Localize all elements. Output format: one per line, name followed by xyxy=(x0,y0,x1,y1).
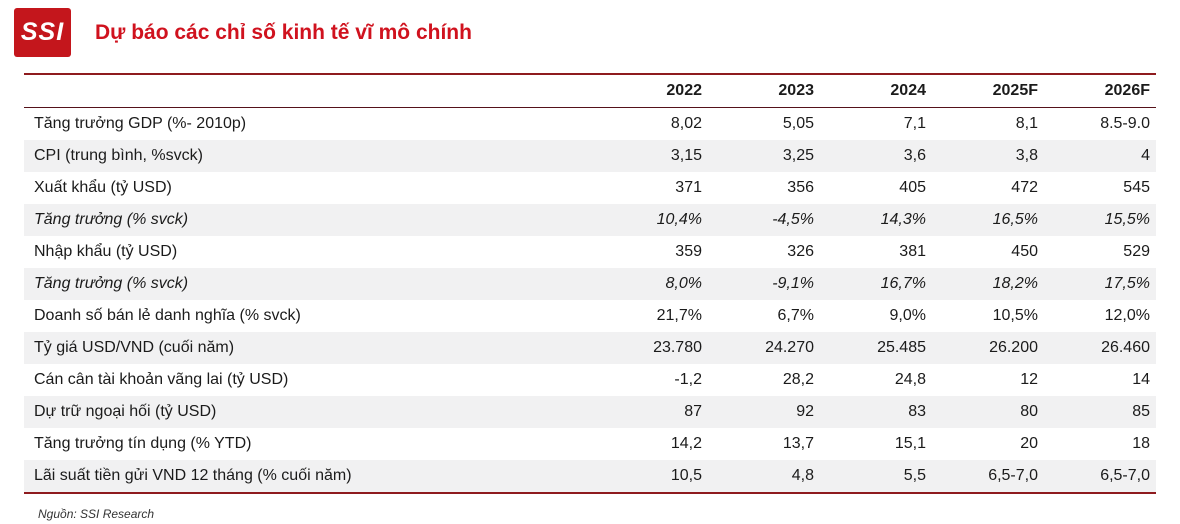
table-row: Nhập khẩu (tỷ USD) 359 326 381 450 529 xyxy=(24,236,1156,268)
cell-value: 3,6 xyxy=(903,147,926,164)
cell-value: 23.780 xyxy=(653,339,702,356)
cell-value: -4,5% xyxy=(772,211,814,228)
cell-value: 15,5% xyxy=(1104,211,1150,228)
macro-forecast-table: 2022 2023 2024 2025F 2026F Tăng trưởng GDP (… xyxy=(24,73,1156,494)
cell-value: 28,2 xyxy=(782,371,814,388)
row-label: Tăng trưởng GDP (%- 2010p) xyxy=(34,115,247,132)
cell-value: 24,8 xyxy=(894,371,926,388)
cell-value: 356 xyxy=(787,179,814,196)
table-row: Tăng trưởng (% svck) 8,0% -9,1% 16,7% 18,2% 1… xyxy=(24,268,1156,300)
year-column-header: 2023 xyxy=(778,82,814,99)
table-header-row: 2022 2023 2024 2025F 2026F xyxy=(24,74,1156,108)
cell-value: 472 xyxy=(1011,179,1038,196)
cell-value: 21,7% xyxy=(656,307,702,324)
cell-value: 12,0% xyxy=(1104,307,1150,324)
cell-value: 381 xyxy=(899,243,926,260)
cell-value: 3,8 xyxy=(1015,147,1038,164)
cell-value: 405 xyxy=(899,179,926,196)
row-label: Tăng trưởng tín dụng (% YTD) xyxy=(34,435,252,452)
cell-value: 5,5 xyxy=(903,467,926,484)
table-row: Cán cân tài khoản vãng lai (tỷ USD) -1,2 2… xyxy=(24,364,1156,396)
cell-value: 371 xyxy=(675,179,702,196)
cell-value: 26.200 xyxy=(989,339,1038,356)
row-label: Nhập khẩu (tỷ USD) xyxy=(34,243,178,260)
row-label: Tăng trưởng (% svck) xyxy=(34,275,189,292)
table-row: Dự trữ ngoại hối (tỷ USD) 87 92 83 80 85 xyxy=(24,396,1156,428)
table-row: Doanh số bán lẻ danh nghĩa (% svck) 21,7%… xyxy=(24,300,1156,332)
cell-value: 14 xyxy=(1132,371,1150,388)
cell-value: 6,5-7,0 xyxy=(1100,467,1150,484)
page-title: Dự báo các chỉ số kinh tế vĩ mô chính xyxy=(95,20,472,44)
cell-value: 545 xyxy=(1123,179,1150,196)
year-column-header: 2022 xyxy=(666,82,702,99)
cell-value: 4,8 xyxy=(791,467,814,484)
cell-value: 26.460 xyxy=(1101,339,1150,356)
cell-value: 18,2% xyxy=(992,275,1038,292)
cell-value: 15,1 xyxy=(894,435,926,452)
cell-value: 10,5% xyxy=(992,307,1038,324)
cell-value: 16,5% xyxy=(992,211,1038,228)
row-label: Tăng trưởng (% svck) xyxy=(34,211,189,228)
cell-value: 83 xyxy=(908,403,926,420)
cell-value: -1,2 xyxy=(674,371,702,388)
cell-value: 3,15 xyxy=(670,147,702,164)
cell-value: 8.5-9.0 xyxy=(1100,115,1150,132)
cell-value: 6,5-7,0 xyxy=(988,467,1038,484)
table-row: CPI (trung bình, %svck) 3,15 3,25 3,6 3,8 4 xyxy=(24,140,1156,172)
row-label: Doanh số bán lẻ danh nghĩa (% svck) xyxy=(34,307,301,324)
row-label: Xuất khẩu (tỷ USD) xyxy=(34,179,172,196)
cell-value: 8,02 xyxy=(670,115,702,132)
cell-value: 10,4% xyxy=(656,211,702,228)
cell-value: 24.270 xyxy=(765,339,814,356)
source-note: Nguồn: SSI Research xyxy=(38,507,155,521)
cell-value: 5,05 xyxy=(782,115,814,132)
cell-value: 14,3% xyxy=(880,211,926,228)
table-row: Xuất khẩu (tỷ USD) 371 356 405 472 545 xyxy=(24,172,1156,204)
table-row: Tỷ giá USD/VND (cuối năm) 23.780 24.270 25.… xyxy=(24,332,1156,364)
table-row: Tăng trưởng GDP (%- 2010p) 8,02 5,05 7,1 8,1… xyxy=(24,108,1156,141)
cell-value: -9,1% xyxy=(772,275,814,292)
cell-value: 8,0% xyxy=(665,275,702,292)
cell-value: 18 xyxy=(1132,435,1150,452)
row-label: Lãi suất tiền gửi VND 12 tháng (% cuối n… xyxy=(34,467,352,484)
cell-value: 20 xyxy=(1020,435,1038,452)
cell-value: 85 xyxy=(1132,403,1150,420)
cell-value: 80 xyxy=(1020,403,1038,420)
table-row: Tăng trưởng (% svck) 10,4% -4,5% 14,3% 16,5%… xyxy=(24,204,1156,236)
table-row: Lãi suất tiền gửi VND 12 tháng (% cuối n… xyxy=(24,460,1156,493)
table-row: Tăng trưởng tín dụng (% YTD) 14,2 13,7 15,1… xyxy=(24,428,1156,460)
year-column-header: 2025F xyxy=(992,82,1038,99)
cell-value: 8,1 xyxy=(1015,115,1038,132)
year-column-header: 2026F xyxy=(1104,82,1150,99)
cell-value: 14,2 xyxy=(670,435,702,452)
cell-value: 359 xyxy=(675,243,702,260)
table-body: Tăng trưởng GDP (%- 2010p) 8,02 5,05 7,1 8,1… xyxy=(24,108,1156,493)
row-label: Cán cân tài khoản vãng lai (tỷ USD) xyxy=(34,371,289,388)
indicator-column-header xyxy=(24,74,596,108)
cell-value: 12 xyxy=(1020,371,1038,388)
cell-value: 16,7% xyxy=(880,275,926,292)
row-label: Dự trữ ngoại hối (tỷ USD) xyxy=(34,403,217,420)
cell-value: 529 xyxy=(1123,243,1150,260)
ssi-logo: SSI xyxy=(14,8,71,57)
cell-value: 326 xyxy=(787,243,814,260)
cell-value: 87 xyxy=(684,403,702,420)
year-column-header: 2024 xyxy=(890,82,926,99)
page-header: SSI Dự báo các chỉ số kinh tế vĩ mô chín… xyxy=(14,8,1156,57)
cell-value: 92 xyxy=(796,403,814,420)
table-header: 2022 2023 2024 2025F 2026F xyxy=(24,74,1156,108)
cell-value: 10,5 xyxy=(670,467,702,484)
row-label: Tỷ giá USD/VND (cuối năm) xyxy=(34,339,235,356)
cell-value: 450 xyxy=(1011,243,1038,260)
cell-value: 17,5% xyxy=(1104,275,1150,292)
cell-value: 3,25 xyxy=(782,147,814,164)
row-label: CPI (trung bình, %svck) xyxy=(34,147,203,164)
cell-value: 7,1 xyxy=(903,115,926,132)
cell-value: 9,0% xyxy=(889,307,926,324)
cell-value: 13,7 xyxy=(782,435,814,452)
cell-value: 6,7% xyxy=(777,307,814,324)
cell-value: 4 xyxy=(1141,147,1150,164)
cell-value: 25.485 xyxy=(877,339,926,356)
